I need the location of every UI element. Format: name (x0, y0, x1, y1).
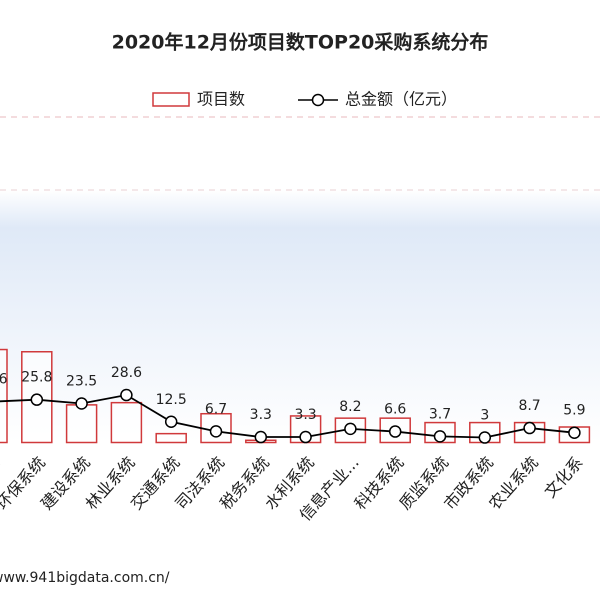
value-label: 8.2 (339, 399, 361, 415)
marker (164, 415, 178, 428)
marker (433, 430, 447, 443)
legend: 项目数 总金额（亿元） (152, 90, 457, 109)
bar (65, 404, 98, 444)
value-label: 3.3 (250, 407, 272, 423)
bar (155, 432, 187, 444)
marker (299, 430, 312, 444)
value-label: 12.5 (156, 392, 187, 408)
value-label: 28.6 (111, 365, 142, 381)
chart-title: 2020年12月份项目数TOP20采购系统分布 (112, 31, 489, 54)
legend-marker (311, 93, 325, 107)
value-label: 24.6 (0, 372, 8, 388)
line (0, 394, 575, 439)
bar (0, 348, 8, 444)
x-tick-label: 农业系统 (485, 453, 542, 513)
value-label: 6.6 (384, 402, 406, 418)
value-label: 25.8 (21, 370, 52, 386)
legend-label: 总金额（亿元） (345, 90, 457, 109)
marker (75, 397, 88, 410)
legend-label: 项目数 (197, 90, 245, 109)
marker (388, 425, 402, 438)
marker (209, 425, 223, 438)
marker (120, 388, 133, 402)
marker (254, 430, 268, 444)
value-label: 5.9 (563, 403, 585, 419)
value-label: 23.5 (66, 373, 97, 389)
legend-swatch (152, 92, 190, 107)
value-label: 3.3 (294, 407, 316, 423)
footer: www.941bigdata.com.cn/ (0, 570, 170, 586)
x-tick-label: 文化系 (540, 453, 586, 501)
value-label: 3 (480, 408, 489, 424)
marker (30, 393, 44, 406)
value-label: 3.7 (429, 406, 451, 422)
marker (344, 422, 357, 436)
marker (568, 426, 581, 439)
bar (110, 401, 143, 444)
marker (523, 421, 536, 435)
value-label: 8.7 (518, 398, 540, 414)
marker (478, 431, 492, 444)
value-label: 6.7 (205, 401, 227, 417)
